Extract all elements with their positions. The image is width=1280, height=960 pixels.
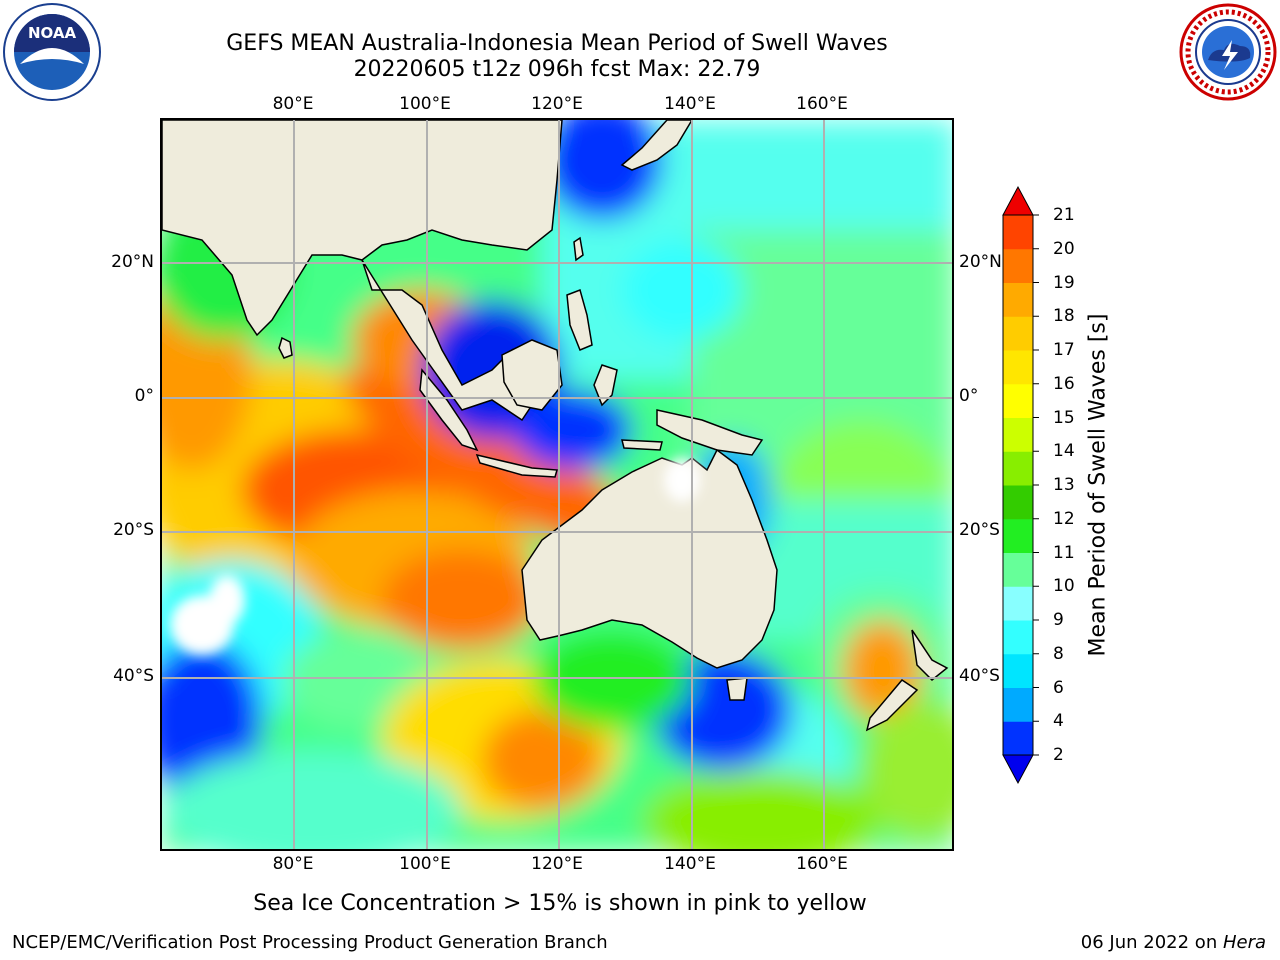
chart-title: GEFS MEAN Australia-Indonesia Mean Perio… (226, 31, 888, 56)
lon-label-bottom: 160°E (796, 854, 848, 874)
colorbar-tick-label: 10 (1053, 576, 1075, 597)
chart-subtitle: 20220605 t12z 096h fcst Max: 22.79 (353, 57, 761, 82)
colorbar-tick-label: 19 (1053, 272, 1075, 293)
svg-text:NOAA: NOAA (28, 24, 77, 42)
lon-label-bottom: 100°E (399, 854, 451, 874)
swell-period-map (162, 120, 952, 849)
lat-label-left: 0° (134, 386, 154, 406)
sea-ice-note: Sea Ice Concentration > 15% is shown in … (253, 891, 867, 916)
colorbar-segment (1003, 552, 1033, 587)
colorbar-segment (1003, 215, 1033, 250)
lat-label-left: 20°N (111, 252, 154, 272)
lon-label-top: 160°E (796, 94, 848, 114)
colorbar-tick-label: 17 (1053, 340, 1075, 360)
colorbar-segment (1003, 586, 1033, 621)
colorbar-tick-label: 2 (1053, 745, 1064, 765)
colorbar-tick-label: 20 (1053, 238, 1075, 259)
lon-label-top: 100°E (399, 94, 451, 114)
lon-label-top: 120°E (531, 94, 583, 114)
colorbar-title: Mean Period of Swell Waves [s] (1085, 313, 1111, 657)
colorbar-tick-label: 9 (1053, 610, 1064, 630)
colorbar-segment (1003, 451, 1033, 486)
colorbar-tick-label: 18 (1053, 306, 1075, 327)
lat-label-right: 20°S (959, 520, 1000, 540)
colorbar-tick-label: 16 (1053, 373, 1075, 394)
colorbar-tick-label: 15 (1053, 407, 1075, 428)
nws-logo-icon (1179, 3, 1277, 101)
colorbar-segment (1003, 518, 1033, 553)
colorbar-segment (1003, 282, 1033, 317)
lat-label-right: 20°N (959, 252, 1002, 272)
lat-label-right: 0° (959, 386, 979, 406)
colorbar-tick-label: 14 (1053, 441, 1075, 462)
lon-label-bottom: 120°E (531, 854, 583, 874)
lat-label-left: 40°S (113, 666, 154, 686)
colorbar-tick-label: 21 (1053, 205, 1075, 225)
colorbar-segment (1003, 620, 1033, 655)
lat-label-left: 20°S (113, 520, 154, 540)
colorbar-segment (1003, 485, 1033, 520)
lon-label-bottom: 80°E (272, 854, 314, 874)
colorbar-tick-label: 4 (1053, 711, 1064, 732)
colorbar-tick-label: 13 (1053, 475, 1075, 495)
colorbar-segment (1003, 721, 1033, 756)
colorbar-segment (1003, 383, 1033, 418)
footer-host: Hera (1222, 932, 1266, 953)
lon-label-top: 80°E (272, 94, 314, 114)
colorbar-over-extend (1002, 185, 1034, 216)
lon-label-top: 140°E (664, 94, 716, 114)
colorbar-tick-label: 6 (1053, 677, 1064, 698)
footer-credit: NCEP/EMC/Verification Post Processing Pr… (12, 932, 608, 953)
colorbar-tick-label: 8 (1053, 643, 1064, 664)
map-panel (160, 118, 954, 851)
colorbar-segment (1003, 316, 1033, 351)
colorbar-segment (1003, 350, 1033, 385)
colorbar-segment (1003, 653, 1033, 688)
colorbar-segment (1003, 687, 1033, 722)
colorbar-tick-label: 11 (1053, 542, 1075, 563)
noaa-logo-icon: NOAA (3, 3, 101, 101)
lat-label-right: 40°S (959, 666, 1000, 686)
footer-date: 06 Jun 2022 on Hera (1080, 932, 1266, 953)
colorbar-segment (1003, 417, 1033, 452)
lon-label-bottom: 140°E (664, 854, 716, 874)
colorbar-under-extend (1002, 754, 1034, 785)
colorbar-tick-label: 12 (1053, 508, 1075, 529)
colorbar (1002, 185, 1039, 785)
land-masses (162, 120, 949, 732)
colorbar-segment (1003, 248, 1033, 283)
